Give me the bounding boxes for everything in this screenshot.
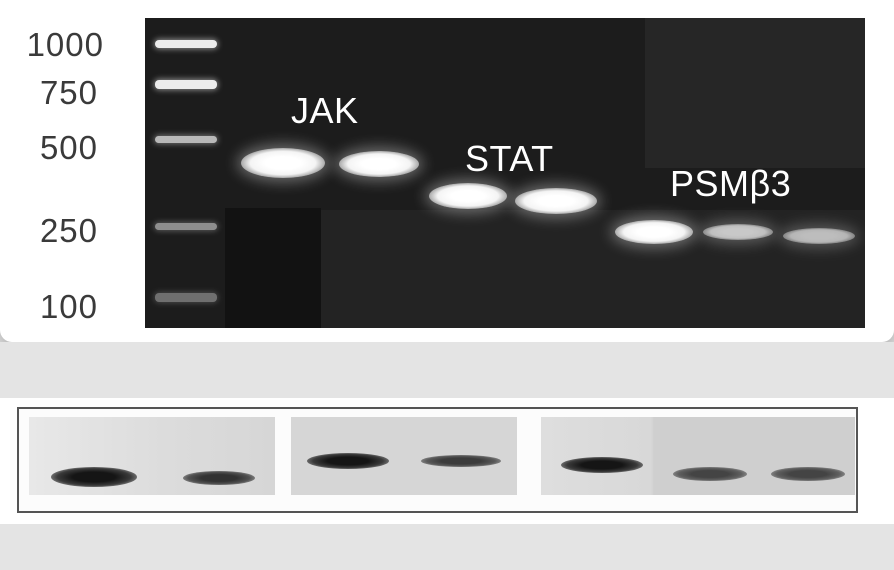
- blot-band-psm-1: [561, 457, 643, 473]
- western-blot-figure: [0, 398, 894, 524]
- marker-label-1000: 1000: [26, 26, 104, 63]
- gel-label-jak: JAK: [291, 90, 359, 131]
- jak-band-1: [241, 148, 325, 178]
- agarose-gel-image: JAK STAT PSMβ3: [145, 18, 865, 328]
- blot-band-psm-2: [673, 467, 747, 481]
- psm-band-3: [783, 228, 855, 244]
- gel-shade-lane1: [225, 208, 321, 328]
- marker-label-750: 750: [39, 74, 98, 111]
- blot-band-jak-1: [51, 467, 137, 487]
- blot-panel-jak: [29, 417, 275, 495]
- marker-label-100: 100: [39, 288, 98, 325]
- gel-label-psm: PSMβ3: [670, 163, 792, 204]
- blot-panel-psm: [541, 417, 855, 495]
- ladder-band-100: [155, 293, 217, 302]
- gel-figure-card: 1000 750 500 250 100 JAK STAT PSMβ3: [0, 0, 894, 342]
- jak-band-2: [339, 151, 419, 177]
- ladder-band-750: [155, 80, 217, 89]
- gel-label-stat: STAT: [465, 138, 554, 179]
- ladder-band-500: [155, 136, 217, 143]
- psm-band-1: [615, 220, 693, 244]
- psm-band-2: [703, 224, 773, 240]
- stat-band-1: [429, 183, 507, 209]
- stat-band-2: [515, 188, 597, 214]
- blot-band-psm-3: [771, 467, 845, 481]
- blot-panel-stat: [291, 417, 517, 495]
- marker-label-250: 250: [39, 212, 98, 249]
- ladder-band-250: [155, 223, 217, 230]
- blot-band-stat-2: [421, 455, 501, 467]
- ladder-band-1000: [155, 40, 217, 48]
- blot-band-stat-1: [307, 453, 389, 469]
- blot-band-jak-2: [183, 471, 255, 485]
- marker-label-500: 500: [39, 129, 98, 166]
- gel-shade-upper-right: [645, 18, 865, 168]
- page-gap: [0, 342, 894, 398]
- western-blot-border: [17, 407, 858, 513]
- gel-shade-lower: [321, 210, 865, 328]
